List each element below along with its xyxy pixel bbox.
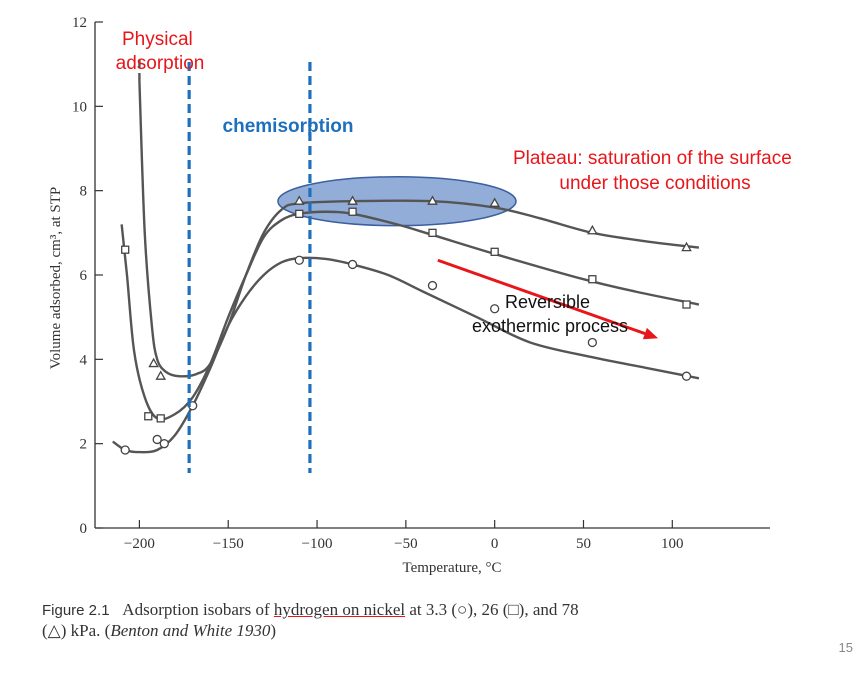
x-tick-label: −50: [394, 536, 417, 552]
plateau-label: Plateau: saturation of the surface under…: [513, 148, 797, 194]
data-point-circle: [347, 259, 358, 270]
page-number: 15: [838, 640, 853, 655]
reversible-exothermic-label: Reversible exothermic process: [472, 292, 628, 336]
series-curves: [112, 55, 700, 454]
series-line-square: [120, 210, 700, 421]
data-point-square: [295, 209, 304, 219]
x-axis-title: Temperature, °C: [402, 560, 501, 576]
arrow-head: [642, 327, 659, 340]
data-point-square: [121, 245, 130, 254]
axes: −200 −150 −100 −50 0 50 100 0 2 4 6 8 10 12: [72, 15, 770, 552]
physical-adsorption-label: Physical adsorption: [116, 29, 205, 74]
data-point-circle: [152, 434, 162, 445]
data-point-square: [348, 207, 357, 216]
arrow-shaft: [437, 258, 646, 335]
reversible-line2: exothermic process: [472, 316, 628, 336]
data-point-triangle: [427, 195, 438, 205]
transition-lines: [187, 62, 312, 473]
caption-line2-end: ): [270, 621, 277, 640]
data-point-triangle: [148, 357, 159, 368]
series-markers: [120, 195, 692, 455]
chemisorption-label: chemisorption: [223, 116, 354, 137]
caption-underlined-text: hydrogen on nickel: [273, 600, 406, 619]
data-point-triangle: [347, 195, 358, 205]
caption-text-start: Adsorption isobars of: [122, 600, 274, 619]
caption-text-end: at 3.3 (○), 26 (□), and 78: [405, 600, 579, 619]
series-line-triangle: [138, 80, 700, 378]
y-tick-label: 2: [80, 437, 88, 453]
data-point-circle: [120, 445, 130, 455]
data-point-square: [144, 412, 153, 421]
plateau-line1: Plateau: saturation of the surface: [513, 148, 792, 169]
x-tick-label: −100: [302, 536, 333, 552]
x-tick-label: 100: [661, 536, 684, 552]
data-point-square: [156, 414, 165, 423]
caption-line2-start: (△) kPa. (: [42, 621, 111, 640]
x-tick-label: −150: [213, 536, 244, 552]
y-tick-label: 12: [72, 15, 87, 31]
data-point-circle: [294, 255, 304, 265]
y-tick-label: 8: [80, 184, 88, 200]
x-tick-label: 50: [576, 536, 591, 552]
data-point-square: [588, 275, 597, 284]
data-point-circle: [427, 280, 438, 291]
y-tick-label: 6: [80, 268, 88, 284]
data-point-circle: [159, 439, 169, 449]
figure-label: Figure 2.1: [42, 602, 110, 619]
data-point-square: [490, 247, 499, 256]
data-point-triangle: [155, 370, 167, 380]
physical-adsorption-line2: adsorption: [116, 53, 205, 74]
data-point-triangle: [587, 224, 598, 235]
data-point-circle: [490, 304, 500, 314]
reversible-line1: Reversible: [505, 292, 590, 312]
x-tick-label: −200: [124, 536, 155, 552]
data-point-circle: [681, 371, 692, 381]
x-tick-label: 0: [491, 536, 499, 552]
adsorption-isobar-chart: −200 −150 −100 −50 0 50 100 0 2 4 6 8 10 12 Temperatu…: [48, 15, 797, 576]
caption-citation: Benton and White 1930: [110, 621, 271, 640]
figure-caption: Figure 2.1 Adsorption isobars of hydroge…: [42, 600, 842, 641]
data-point-triangle: [681, 241, 692, 252]
data-point-triangle: [293, 195, 305, 205]
y-tick-label: 4: [80, 352, 88, 368]
y-tick-label: 10: [72, 99, 87, 115]
y-tick-label: 0: [80, 521, 88, 537]
plateau-line2: under those conditions: [559, 173, 750, 194]
data-point-triangle: [489, 197, 500, 207]
data-point-square: [428, 228, 437, 237]
data-point-square: [682, 300, 691, 309]
physical-adsorption-line1: Physical: [122, 29, 193, 50]
data-point-circle: [587, 337, 598, 348]
exothermic-arrow: [437, 258, 659, 340]
y-axis-title: Volume adsorbed, cm³, at STP: [48, 187, 64, 370]
